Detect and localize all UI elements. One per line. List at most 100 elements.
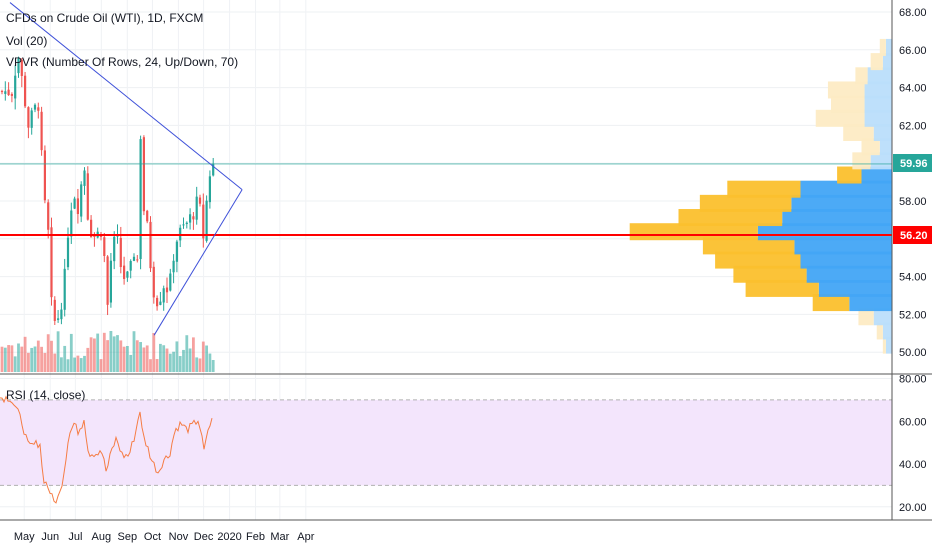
annotation-lines[interactable]	[0, 2, 892, 336]
volume-bar	[211, 359, 215, 372]
volume-bar	[60, 357, 63, 372]
rsi-legend: RSI (14, close)	[6, 388, 85, 402]
candle-body	[192, 216, 195, 220]
volume-bar	[40, 346, 43, 372]
candle-body	[169, 273, 172, 291]
volume-bar	[165, 348, 169, 372]
vpvr-up-bar	[849, 294, 892, 312]
vpvr-up-bar	[864, 109, 892, 127]
volume-bar	[106, 340, 109, 372]
volume-bar	[0, 346, 4, 372]
vpvr-down-bar	[733, 265, 807, 283]
candle-body	[109, 260, 112, 303]
vpvr-down-bar	[727, 180, 801, 198]
volume-bar	[99, 359, 103, 372]
vpvr-up-bar	[885, 336, 892, 354]
vpvr-down-bar	[855, 67, 868, 85]
volume-bar	[126, 345, 129, 372]
volume-bar	[152, 332, 156, 372]
volume-bar	[83, 355, 86, 372]
vpvr-up-bar	[794, 237, 892, 255]
rsi-tick-label: 40.00	[899, 459, 927, 471]
vpvr-down-bar	[861, 138, 880, 156]
rsi-line	[0, 395, 213, 504]
time-tick-label: Aug	[92, 531, 112, 543]
vpvr-up-bar	[800, 251, 892, 269]
vpvr-up-bar	[882, 53, 892, 71]
volume-bar	[43, 352, 47, 372]
candle-body	[195, 196, 198, 220]
vpvr-up-bar	[864, 95, 892, 113]
volume-bar	[208, 353, 212, 372]
vpvr-up-bar	[873, 308, 892, 326]
vpvr-down-bar	[812, 294, 850, 312]
candle-body	[76, 198, 79, 214]
candle-body	[149, 221, 152, 269]
candle-body	[182, 224, 185, 226]
candle-body	[132, 256, 136, 261]
vpvr-down-bar	[827, 81, 865, 99]
volume-bar	[195, 357, 199, 372]
candle-body	[30, 110, 33, 128]
volume-bar	[13, 356, 17, 372]
volume-bar	[198, 358, 202, 372]
volume-bar	[135, 340, 139, 372]
volume-bar	[178, 356, 182, 372]
volume-bar	[63, 345, 67, 372]
volume-bar	[76, 355, 80, 372]
volume-bar	[159, 343, 162, 372]
candle-body	[43, 150, 46, 201]
time-tick-label: May	[14, 531, 35, 543]
vol-legend: Vol (20)	[6, 34, 47, 48]
volume-bar	[20, 346, 24, 372]
candle-body	[33, 104, 37, 110]
vpvr-up-bar	[882, 322, 892, 340]
time-tick-label: Dec	[194, 531, 214, 543]
volume-bar	[7, 345, 10, 372]
time-tick-label: Mar	[270, 531, 289, 543]
price-tick-label: 58.00	[899, 196, 927, 208]
candle-body	[57, 318, 60, 320]
volume-bar	[175, 341, 179, 372]
candle-body	[185, 222, 188, 225]
time-tick-label: 2020	[217, 531, 241, 543]
vpvr-down-bar	[852, 152, 871, 170]
volume-bar	[139, 342, 142, 372]
volume-bar	[129, 354, 133, 372]
volume-bar	[46, 334, 50, 372]
candle-body	[208, 176, 211, 203]
vpvr-up-bar	[800, 180, 892, 198]
candle-body	[142, 137, 145, 212]
candle-body	[53, 299, 56, 321]
candle-body	[86, 173, 89, 220]
candle-body	[159, 301, 162, 305]
svg-text:56.20: 56.20	[900, 230, 928, 242]
candle-body	[198, 197, 202, 204]
volume-bar	[96, 333, 100, 372]
candle-body	[17, 58, 20, 74]
candle-body	[136, 259, 139, 261]
time-tick-label: Apr	[297, 531, 314, 543]
volume-bar	[30, 347, 34, 372]
candle-body	[0, 91, 4, 93]
candle-body	[119, 237, 122, 268]
vpvr-down-bar	[702, 237, 795, 255]
vpvr-legend: VPVR (Number Of Rows, 24, Up/Down, 70)	[6, 55, 238, 69]
level-price-badge: 56.20	[893, 226, 932, 244]
vpvr-down-bar	[837, 166, 862, 184]
candle-body	[123, 265, 126, 279]
candle-body	[156, 297, 159, 307]
volume-bar	[119, 340, 123, 372]
candle-body	[47, 202, 50, 230]
vpvr-up-bar	[864, 81, 892, 99]
volume-bar	[23, 336, 27, 372]
volume-bar	[188, 348, 192, 372]
candle-body	[80, 184, 83, 217]
candle-body	[162, 288, 165, 303]
vpvr-down-bar	[745, 279, 819, 297]
price-tick-label: 64.00	[899, 83, 927, 95]
vpvr-down-bar	[831, 95, 865, 113]
